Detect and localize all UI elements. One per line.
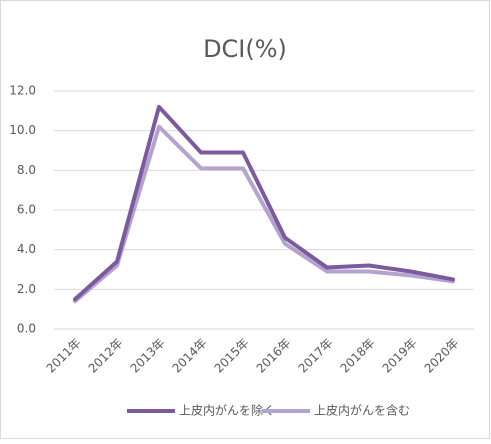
series-line — [73, 124, 455, 304]
y-tick-label: 2.0 — [17, 282, 36, 296]
y-tick-label: 6.0 — [17, 203, 36, 217]
series-line — [73, 104, 455, 302]
y-tick-label: 12.0 — [9, 84, 36, 98]
y-tick-label: 0.0 — [17, 322, 36, 336]
chart-title: DCI(%) — [203, 35, 287, 63]
y-tick-label: 4.0 — [17, 242, 36, 256]
y-tick-label: 10.0 — [9, 123, 36, 137]
legend-label: 上皮内がんを含む — [314, 403, 410, 418]
y-tick-label: 8.0 — [17, 163, 36, 177]
legend-label: 上皮内がんを除く — [179, 403, 275, 418]
